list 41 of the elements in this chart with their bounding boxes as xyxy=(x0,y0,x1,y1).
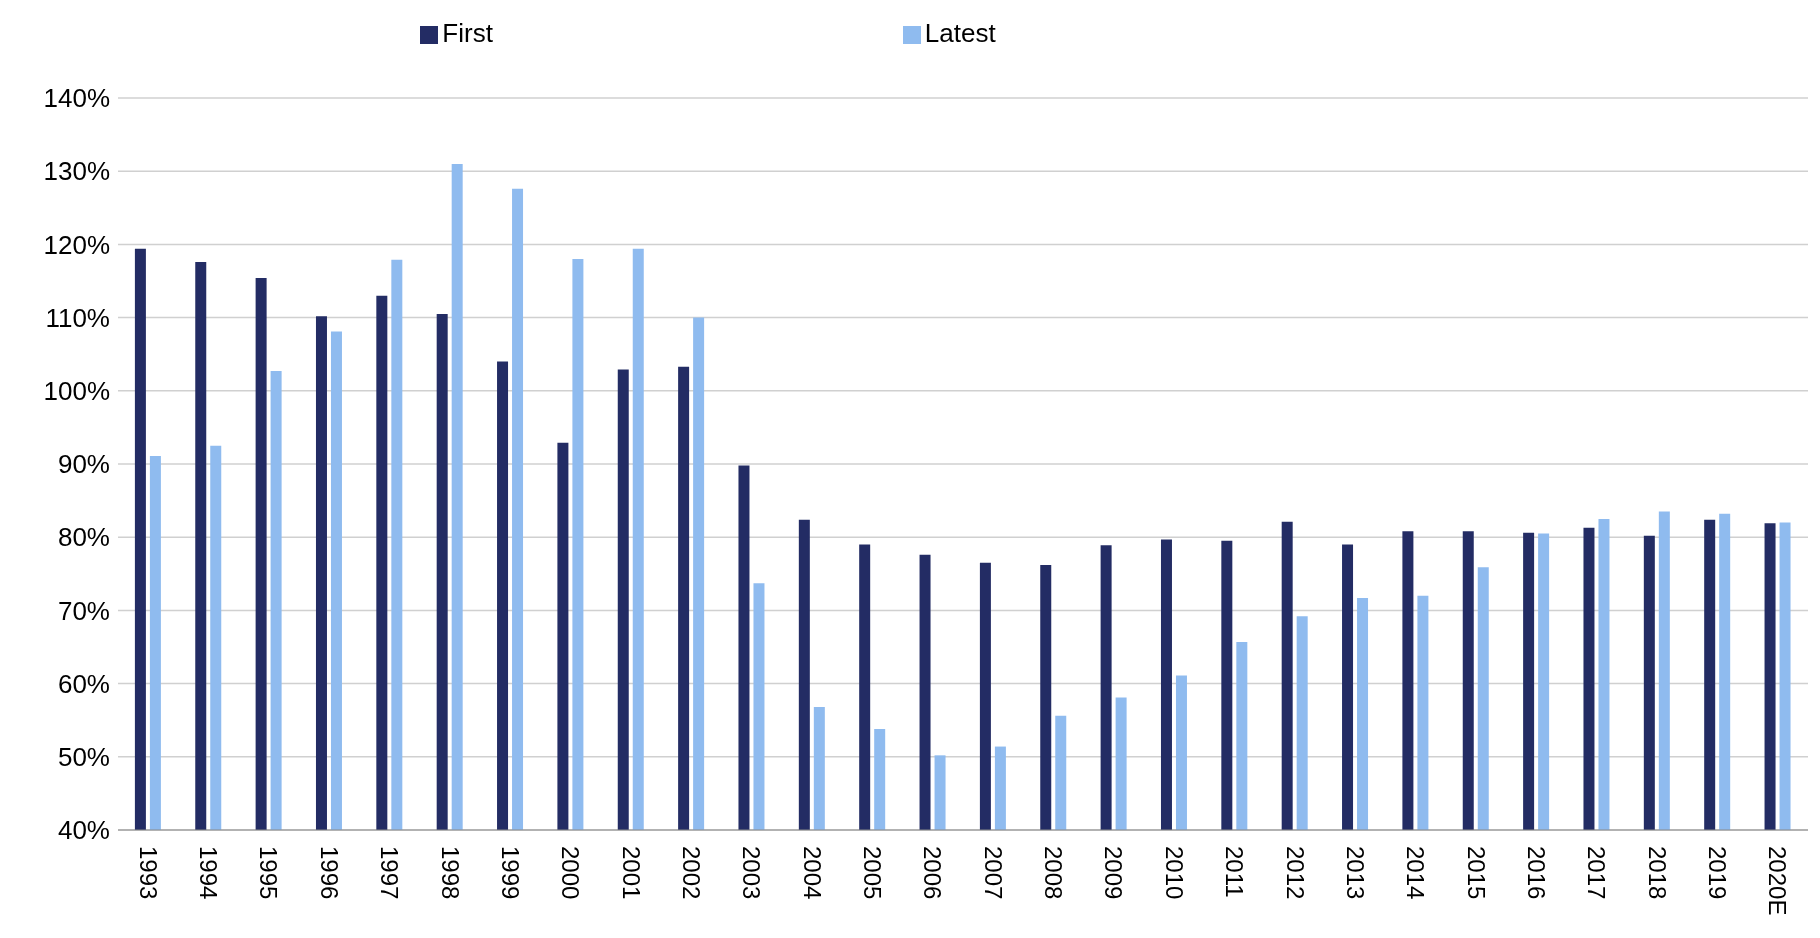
x-tick-label: 2017 xyxy=(1583,846,1611,900)
x-tick-label: 2013 xyxy=(1341,846,1369,900)
y-tick-label: 120% xyxy=(43,229,110,260)
x-tick-label: 1993 xyxy=(134,846,162,900)
x-tick-label: 2018 xyxy=(1643,846,1671,900)
x-tick-label: 2019 xyxy=(1704,846,1732,900)
x-tick-label: 2003 xyxy=(738,846,766,900)
x-tick-label: 2005 xyxy=(859,846,887,900)
x-tick-label: 1994 xyxy=(195,846,223,900)
y-tick-label: 90% xyxy=(57,449,110,480)
x-tick-label: 1996 xyxy=(315,846,343,900)
x-tick-label: 2010 xyxy=(1160,846,1188,900)
y-tick-label: 110% xyxy=(45,302,110,333)
x-tick-label: 1998 xyxy=(436,846,464,900)
x-tick-label: 2002 xyxy=(677,846,705,900)
x-tick-label: 2016 xyxy=(1522,846,1550,900)
y-tick-label: 100% xyxy=(43,376,110,407)
x-tick-label: 2009 xyxy=(1100,846,1128,900)
y-tick-label: 60% xyxy=(57,668,110,699)
x-tick-label: 2008 xyxy=(1040,846,1068,900)
x-tick-label: 1999 xyxy=(496,846,524,900)
legend-label: Latest xyxy=(924,18,996,48)
x-tick-label: 1997 xyxy=(376,846,404,900)
x-tick-label: 2011 xyxy=(1221,846,1249,898)
x-tick-label: 2001 xyxy=(617,846,645,900)
y-tick-label: 70% xyxy=(57,595,110,626)
x-tick-label: 2015 xyxy=(1462,846,1490,900)
y-tick-label: 50% xyxy=(57,742,110,773)
x-tick-label: 2006 xyxy=(919,846,947,900)
x-tick-label: 2000 xyxy=(557,846,585,900)
legend-label: First xyxy=(442,18,493,48)
x-tick-label: 2020E xyxy=(1764,846,1792,916)
y-tick-label: 140% xyxy=(43,83,110,114)
x-tick-label: 2007 xyxy=(979,846,1007,900)
y-tick-label: 40% xyxy=(57,815,110,846)
x-tick-label: 2012 xyxy=(1281,846,1309,900)
x-tick-label: 2014 xyxy=(1402,846,1430,900)
y-tick-label: 80% xyxy=(57,522,110,553)
y-tick-label: 130% xyxy=(43,156,110,187)
x-tick-label: 1995 xyxy=(255,846,283,900)
x-tick-label: 2004 xyxy=(798,846,826,900)
